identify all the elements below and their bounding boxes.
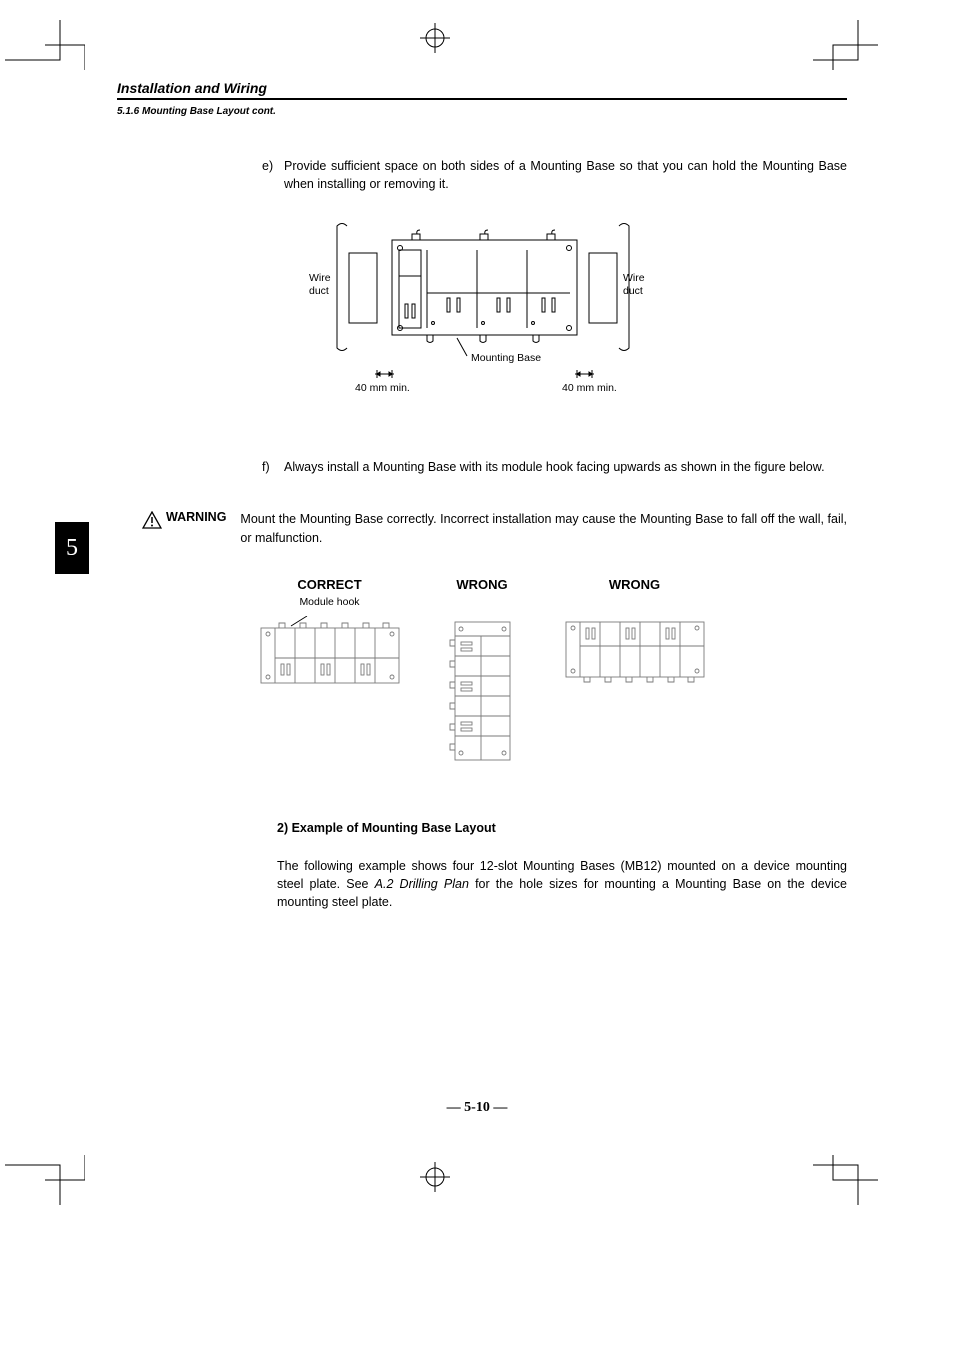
orient-wrong-2: WRONG xyxy=(560,577,710,696)
section-2-heading: 2) Example of Mounting Base Layout xyxy=(277,821,847,835)
list-item-f: f) Always install a Mounting Base with i… xyxy=(262,458,847,476)
orient-sub-module-hook: Module hook xyxy=(255,596,405,610)
page-number: — 5-10 — xyxy=(0,1100,954,1116)
warning-icon xyxy=(142,511,162,529)
fig1-clearance-left: 40 mm min. xyxy=(355,382,410,394)
crop-mark-br xyxy=(813,1155,878,1205)
chapter-tab: 5 xyxy=(55,522,89,574)
list-marker: e) xyxy=(262,157,284,193)
fig1-label-wire-right-1: Wire xyxy=(623,272,645,284)
orient-wrong-1: WRONG xyxy=(445,577,520,771)
figure-mounting-clearance: Wire duct Wire duct xyxy=(117,218,847,418)
orient-title-correct: CORRECT xyxy=(255,577,405,592)
orient-svg-correct xyxy=(255,616,405,691)
list-body: Provide sufficient space on both sides o… xyxy=(284,157,847,193)
warning-label: WARNING xyxy=(166,510,226,546)
orient-title-wrong1: WRONG xyxy=(445,577,520,592)
orient-svg-wrong2 xyxy=(560,616,710,691)
page-content: Installation and Wiring 5.1.6 Mounting B… xyxy=(117,80,847,911)
fig1-label-wire-left-1: Wire xyxy=(309,272,331,284)
orient-svg-wrong1 xyxy=(445,616,520,766)
crop-mark-tr xyxy=(813,20,878,70)
section-2-body: The following example shows four 12-slot… xyxy=(277,857,847,911)
running-header-sub: 5.1.6 Mounting Base Layout cont. xyxy=(117,106,847,117)
warning-block: WARNING Mount the Mounting Base correctl… xyxy=(142,510,847,546)
list-body: Always install a Mounting Base with its … xyxy=(284,458,847,476)
fig1-label-wire-right-2: duct xyxy=(623,285,643,297)
fig1-label-wire-left-2: duct xyxy=(309,285,329,297)
crop-mark-bl xyxy=(5,1155,85,1205)
warning-text: Mount the Mounting Base correctly. Incor… xyxy=(240,510,847,546)
list-item-e: e) Provide sufficient space on both side… xyxy=(262,157,847,193)
crop-mark-tl xyxy=(5,20,85,70)
section-2-text-italic: A.2 Drilling Plan xyxy=(375,877,469,891)
registration-mark-top xyxy=(420,23,450,58)
fig1-label-mb: Mounting Base xyxy=(471,352,541,364)
registration-mark-bottom xyxy=(420,1162,450,1197)
orient-title-wrong2: WRONG xyxy=(560,577,710,592)
figure-orientation: CORRECT Module hook xyxy=(117,577,847,771)
running-header-title: Installation and Wiring xyxy=(117,80,847,100)
fig1-clearance-right: 40 mm min. xyxy=(562,382,617,394)
orient-correct: CORRECT Module hook xyxy=(255,577,405,696)
list-marker: f) xyxy=(262,458,284,476)
